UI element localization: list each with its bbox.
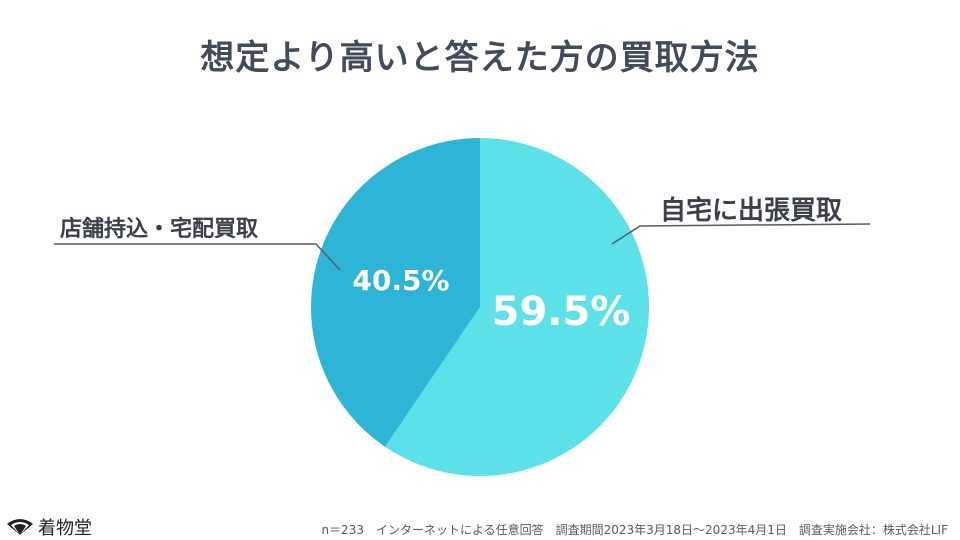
data-label-home-pickup: 59.5% bbox=[492, 289, 631, 335]
callout-line-store-delivery bbox=[54, 243, 341, 271]
brand-name: 着物堂 bbox=[38, 518, 92, 539]
callout-line-home-pickup bbox=[611, 223, 871, 245]
pie-slice-home-pickup bbox=[385, 138, 649, 476]
brand-logo: 着物堂 bbox=[6, 514, 92, 540]
pie-slice-store-delivery bbox=[311, 138, 480, 447]
chart-title: 想定より高いと答えた方の買取方法 bbox=[200, 38, 760, 78]
survey-footnote: n＝233 インターネットによる任意回答 調査期間2023年3月18日〜2023… bbox=[321, 523, 948, 537]
legend-label-home-pickup: 自宅に出張買取 bbox=[660, 196, 843, 226]
fan-icon bbox=[7, 519, 33, 535]
data-label-store-delivery: 40.5% bbox=[352, 264, 449, 297]
legend-label-store-delivery: 店舗持込・宅配買取 bbox=[60, 217, 259, 242]
